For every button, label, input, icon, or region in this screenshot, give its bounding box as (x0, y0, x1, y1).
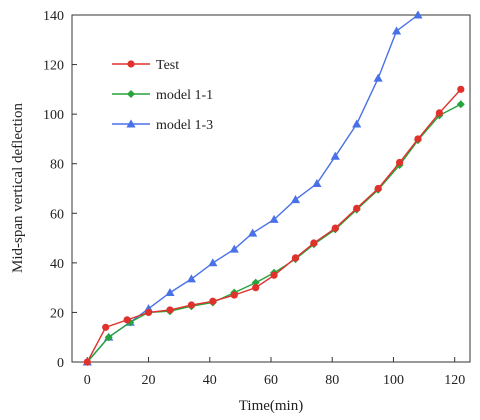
data-point-model-1-1 (104, 333, 113, 342)
y-tick-label: 60 (50, 207, 64, 222)
data-point-test (144, 308, 153, 317)
data-point-model-1-3 (248, 228, 258, 237)
legend: Test model 1-1 model 1-3 (112, 58, 213, 133)
data-point-test (187, 301, 195, 309)
data-point-test (435, 109, 443, 117)
x-axis-title: Time(min) (239, 398, 303, 414)
data-point-model-1-3 (352, 119, 362, 128)
data-point-test (83, 358, 91, 366)
data-point-test (310, 239, 318, 247)
legend-swatch-marker (127, 60, 135, 68)
legend-label: model 1-3 (156, 118, 213, 133)
x-tick-label: 100 (383, 373, 404, 388)
data-point-test (209, 297, 217, 305)
series-line-model-1-1 (86, 103, 462, 363)
series-line-test (86, 88, 462, 363)
data-point-model-1-3 (312, 178, 322, 187)
x-tick-label: 80 (325, 373, 339, 388)
data-point-model-1-3 (186, 274, 196, 283)
legend-swatch-marker (126, 119, 136, 128)
data-point-model-1-3 (269, 214, 279, 223)
series-model-1-1 (83, 100, 465, 366)
data-point-model-1-3 (165, 288, 175, 297)
legend-swatch-marker (127, 90, 135, 98)
data-point-model-1-1 (456, 100, 465, 109)
data-point-test (230, 291, 238, 299)
data-point-test (123, 316, 131, 324)
data-point-test (353, 204, 361, 212)
y-tick-label: 80 (50, 158, 64, 173)
data-point-test (166, 306, 174, 314)
data-point-test (331, 224, 339, 232)
legend-item-test: Test (112, 58, 179, 73)
x-tick-label: 120 (444, 373, 465, 388)
data-point-model-1-3 (391, 26, 402, 35)
data-point-model-1-3 (229, 244, 239, 253)
series-test (83, 85, 465, 366)
data-point-model-1-3 (373, 73, 383, 82)
data-point-test (395, 158, 404, 167)
x-tick-label: 20 (142, 373, 156, 388)
y-tick-label: 40 (50, 257, 64, 272)
data-point-model-1-3 (413, 10, 423, 19)
y-tick-label: 0 (57, 356, 64, 371)
legend-item-model-1-3: model 1-3 (112, 118, 213, 133)
data-point-test (270, 271, 278, 279)
legend-item-model-1-1: model 1-1 (112, 88, 213, 103)
data-point-test (102, 323, 110, 331)
data-point-test (291, 254, 300, 262)
y-tick-label: 120 (43, 59, 64, 74)
data-point-model-1-3 (208, 258, 218, 267)
data-point-test (457, 85, 465, 93)
y-axis: 0 20 40 60 80 100 120 140 (43, 9, 77, 371)
data-point-model-1-3 (290, 195, 301, 204)
series-layer (82, 10, 465, 366)
series-line-model-1-3 (86, 14, 419, 363)
legend-label: model 1-1 (156, 88, 213, 103)
y-axis-title: Mid-span vertical deflection (10, 103, 26, 273)
data-point-test (414, 135, 422, 143)
data-point-test (374, 184, 382, 193)
data-point-test (252, 284, 260, 292)
y-tick-label: 20 (50, 306, 64, 321)
x-tick-label: 0 (84, 373, 91, 388)
legend-label: Test (156, 58, 179, 73)
y-tick-label: 100 (43, 108, 64, 123)
data-point-model-1-3 (330, 151, 340, 160)
y-tick-label: 140 (43, 9, 64, 24)
x-tick-label: 40 (203, 373, 217, 388)
x-axis: 0 20 40 60 80 100 120 (84, 357, 465, 388)
x-tick-label: 60 (264, 373, 278, 388)
